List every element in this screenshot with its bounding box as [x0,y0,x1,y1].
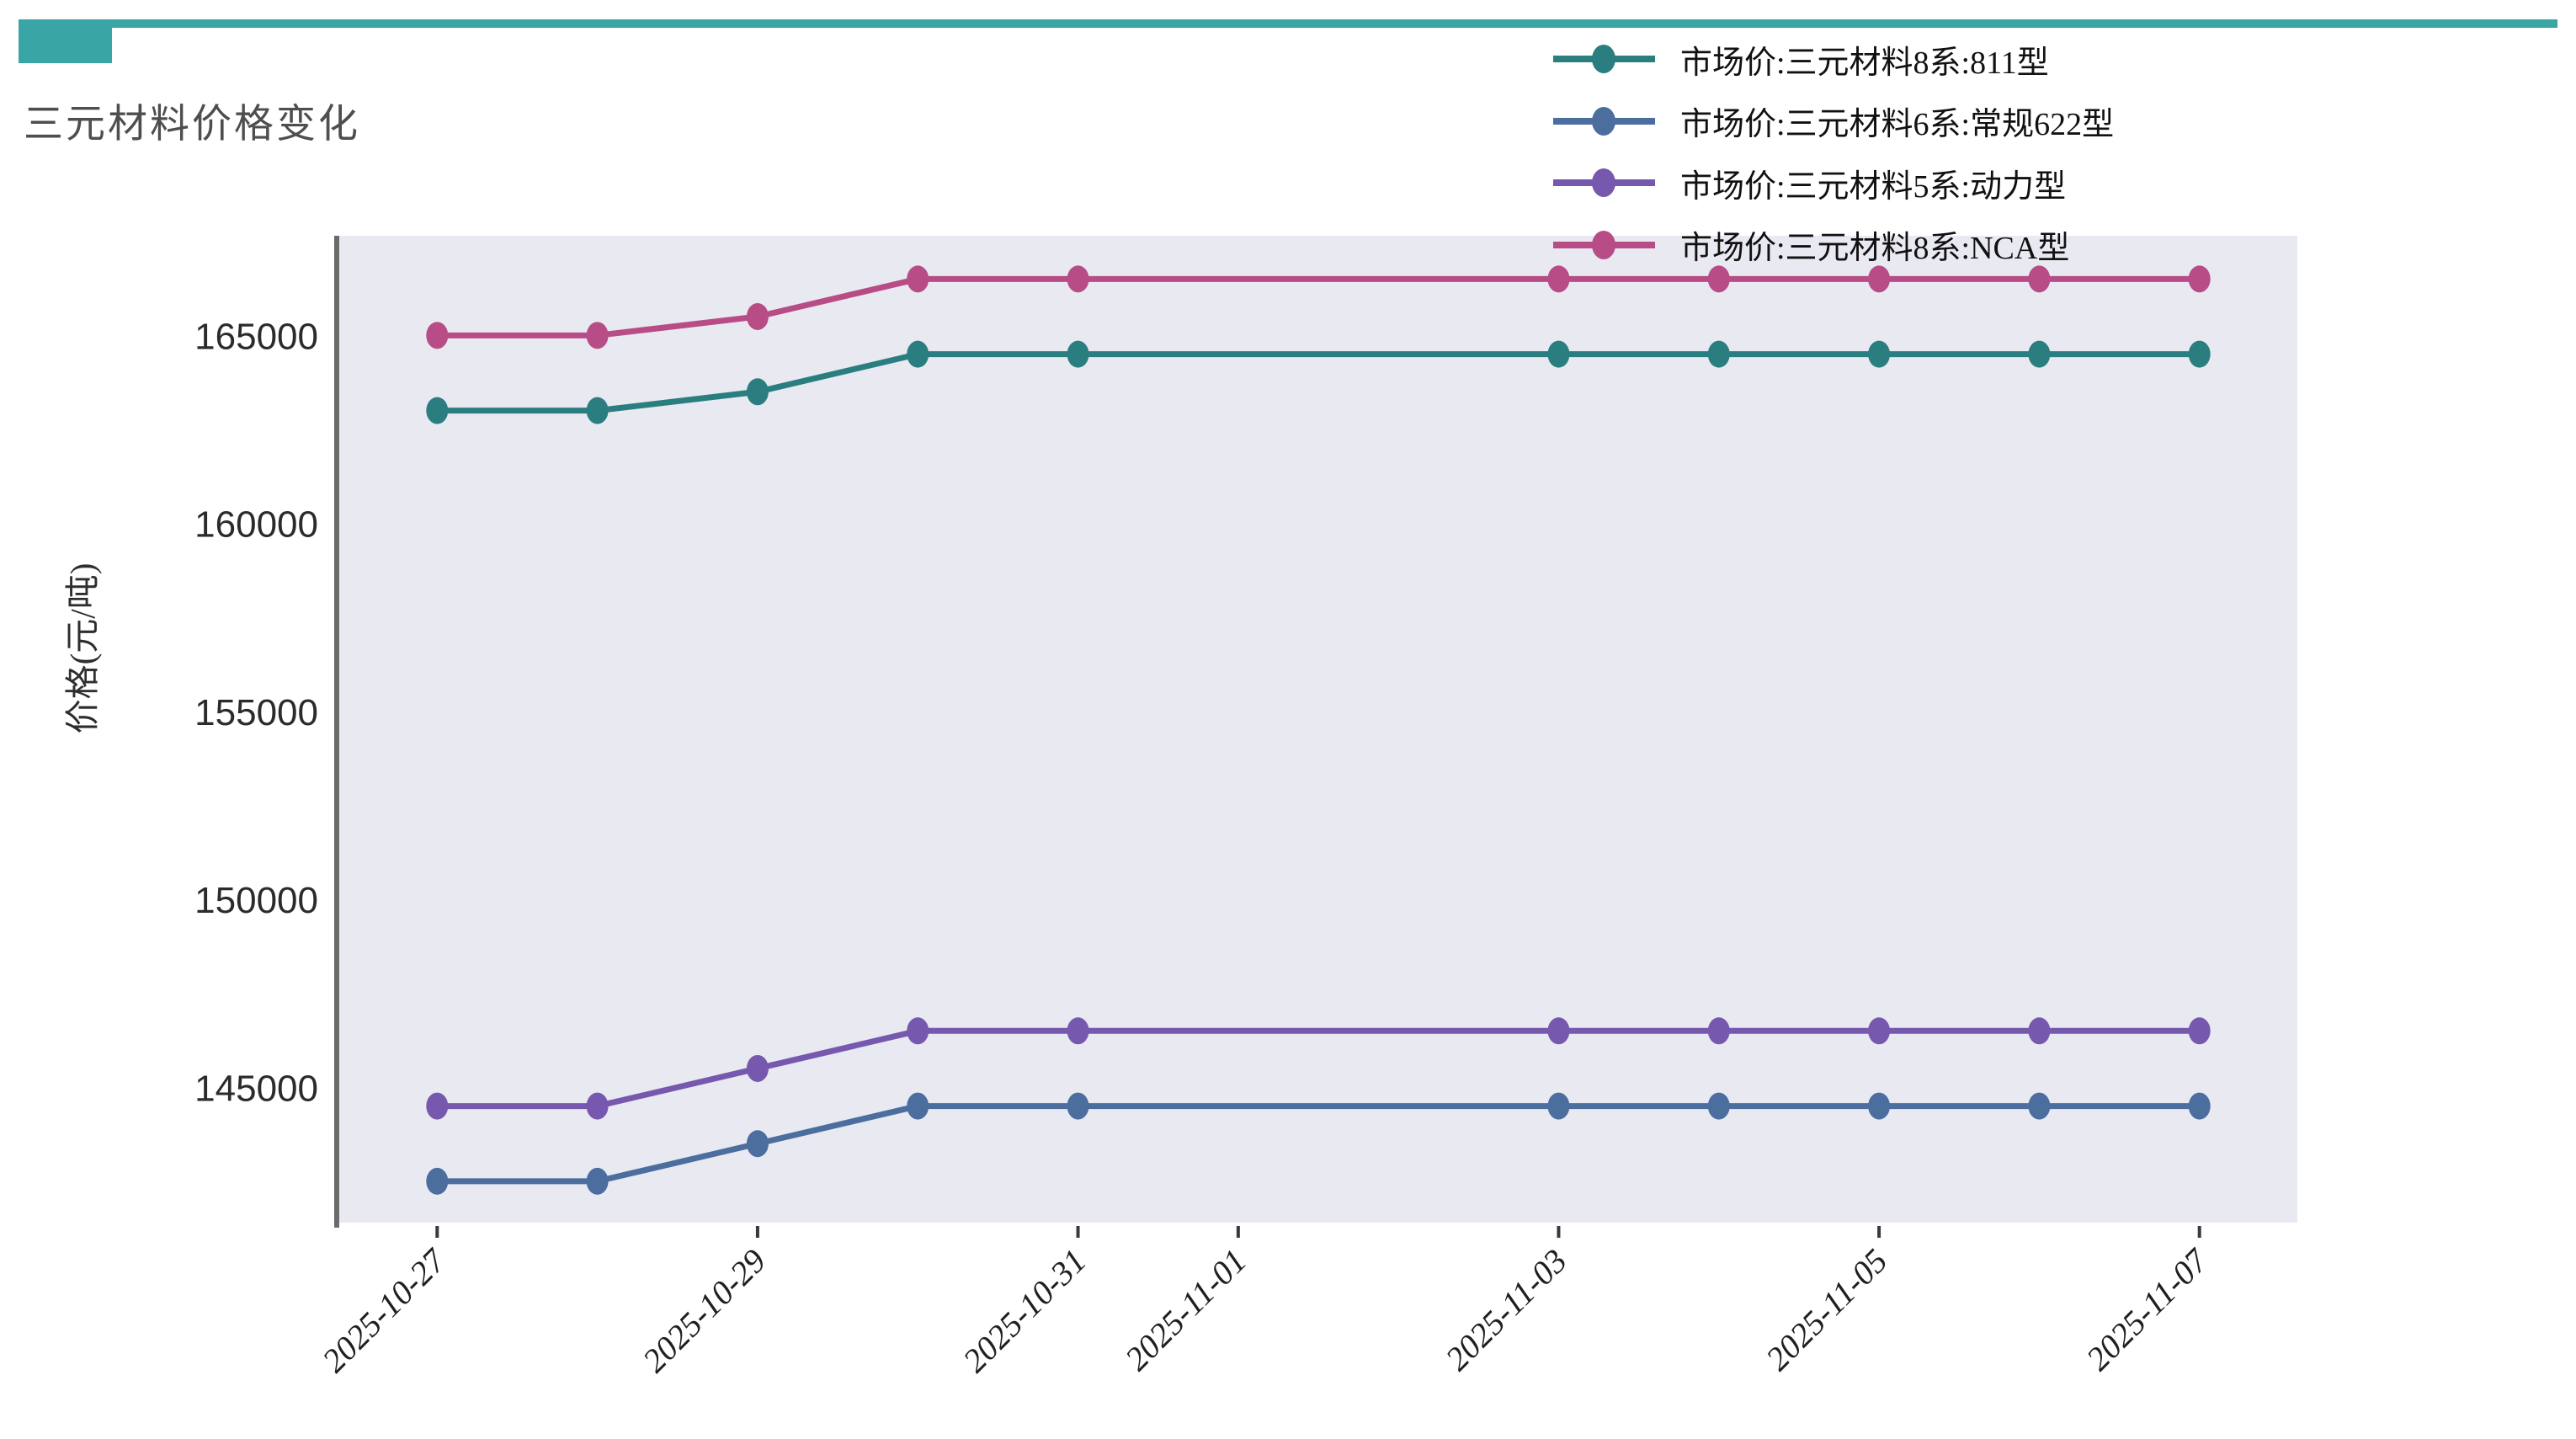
legend-item: 市场价:三元材料8系:NCA型 [1551,220,2069,270]
series-line-2 [434,1027,2203,1110]
series-marker [2028,1092,2051,1120]
series-marker [746,302,769,330]
y-tick-label: 160000 [194,504,318,546]
legend-marker-icon [1553,106,1655,136]
series-marker [1707,340,1730,368]
series-marker [1707,1092,1730,1120]
y-tick-label: 165000 [194,316,318,357]
series-marker [1868,265,1891,293]
series-line-1 [434,1103,2203,1185]
series-marker [586,1092,609,1120]
x-tick-mark [2197,1226,2201,1238]
series-marker [907,340,929,368]
x-tick-mark [755,1226,759,1238]
series-marker [2028,265,2051,293]
x-tick-label: 2025-10-31 [955,1242,1094,1380]
series-marker [746,1054,769,1082]
series-marker [1547,340,1570,368]
series-marker [746,378,769,406]
legend-label: 市场价:三元材料5系:动力型 [1680,168,2067,205]
y-tick-label: 150000 [194,880,318,921]
series-marker [1067,265,1089,293]
legend-label: 市场价:三元材料6系:常规622型 [1680,107,2115,142]
series-marker [907,1017,929,1045]
series-marker [426,1167,449,1195]
plot-area [339,236,2297,1223]
banner-block [19,19,112,63]
series-line-3 [434,275,2203,338]
legend-item: 市场价:三元材料8系:811型 [1551,34,2049,84]
legend-item: 市场价:三元材料5系:动力型 [1551,157,2066,208]
y-axis-title: 价格(元/吨) [63,563,102,734]
legend-marker-icon [1553,230,1655,259]
legend-label: 市场价:三元材料8系:811型 [1680,45,2049,81]
series-marker [1707,1017,1730,1045]
x-tick-mark [1236,1226,1240,1238]
x-tick-label: 2025-10-27 [315,1240,454,1379]
series-marker [1707,265,1730,293]
series-line-0 [434,351,2203,414]
series-marker [586,397,609,424]
y-axis-spine [334,236,339,1228]
y-tick-label: 145000 [194,1068,318,1109]
x-tick-label: 2025-11-03 [1438,1242,1574,1378]
series-marker [426,397,449,424]
series-marker [1547,265,1570,293]
legend-item: 市场价:三元材料6系:常规622型 [1551,96,2114,147]
x-tick-label: 2025-10-29 [635,1242,773,1380]
x-tick-mark [1877,1226,1881,1238]
legend-marker-icon [1553,45,1655,73]
series-marker [2188,1092,2211,1120]
x-tick-label: 2025-11-01 [1118,1242,1254,1378]
banner-bar [19,19,2557,28]
x-tick-label: 2025-11-07 [2078,1240,2216,1378]
series-marker [907,265,929,293]
legend-label: 市场价:三元材料8系:NCA型 [1680,231,2070,266]
series-marker [1868,1092,1891,1120]
series-marker [1067,340,1089,368]
series-marker [1868,340,1891,368]
series-marker [1868,1017,1891,1045]
series-marker [2188,340,2211,368]
x-tick-mark [435,1226,439,1238]
series-marker [1547,1092,1570,1120]
series-marker [2188,265,2211,293]
series-marker [746,1130,769,1158]
series-marker [2028,1017,2051,1045]
series-marker [2028,340,2051,368]
page-title: 三元材料价格变化 [24,103,360,147]
x-tick-label: 2025-11-05 [1759,1242,1895,1378]
series-marker [586,322,609,349]
x-tick-mark [1557,1226,1561,1238]
y-tick-label: 155000 [194,692,318,733]
series-marker [1547,1017,1570,1045]
series-marker [1067,1092,1089,1120]
series-marker [426,1092,449,1120]
series-marker [586,1167,609,1195]
x-tick-mark [1076,1226,1080,1238]
legend-marker-icon [1553,168,1655,197]
series-marker [1067,1017,1089,1045]
series-marker [907,1092,929,1120]
series-marker [426,322,449,349]
series-marker [2188,1017,2211,1045]
